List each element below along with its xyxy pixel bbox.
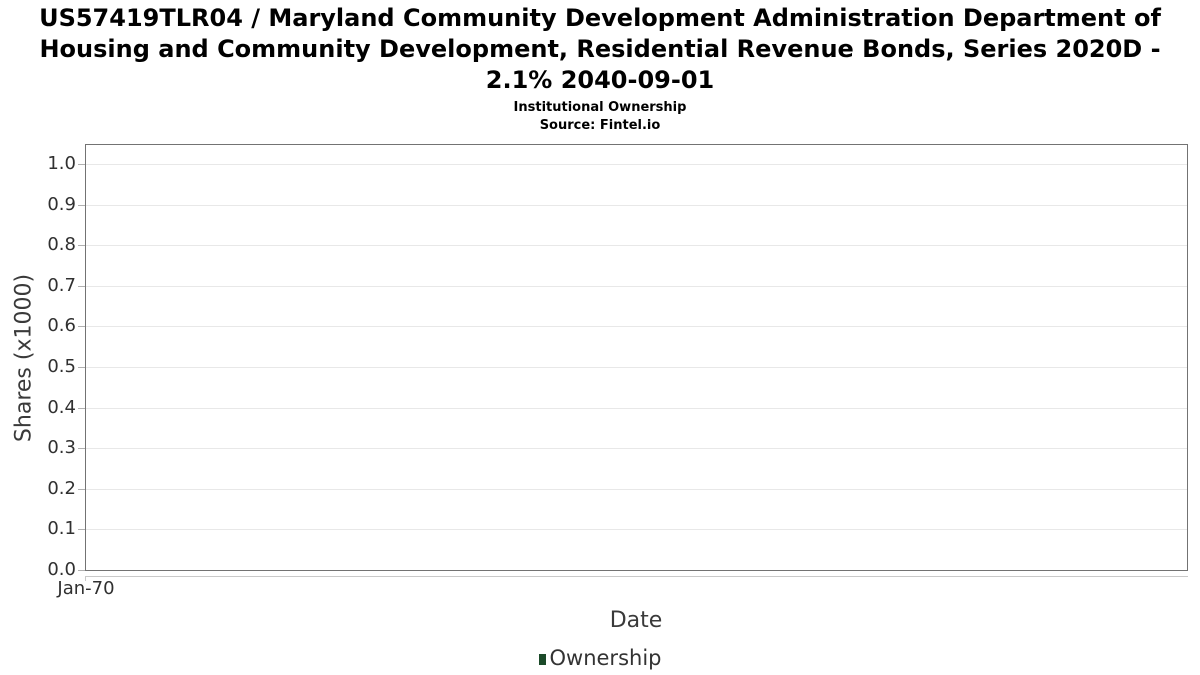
x-axis-line — [85, 576, 1188, 577]
y-tick-mark — [78, 245, 85, 246]
gridline — [86, 286, 1187, 287]
gridline — [86, 326, 1187, 327]
y-tick-label: 0.0 — [47, 559, 76, 580]
y-tick-label: 1.0 — [47, 153, 76, 174]
y-tick-mark — [78, 448, 85, 449]
gridline — [86, 164, 1187, 165]
gridline — [86, 529, 1187, 530]
y-tick-mark — [78, 489, 85, 490]
legend: Ownership — [0, 646, 1200, 670]
y-tick-mark — [78, 367, 85, 368]
plot-area — [85, 144, 1188, 571]
y-tick-label: 0.7 — [47, 275, 76, 296]
chart-title: US57419TLR04 / Maryland Community Develo… — [39, 4, 1161, 94]
y-tick-mark — [78, 529, 85, 530]
y-tick-mark — [78, 326, 85, 327]
y-tick-label: 0.6 — [47, 315, 76, 336]
chart-subtitle: Institutional Ownership — [513, 100, 687, 115]
y-tick-mark — [78, 286, 85, 287]
y-tick-label: 0.8 — [47, 234, 76, 255]
gridline — [86, 489, 1187, 490]
gridline — [86, 448, 1187, 449]
y-tick-label: 0.5 — [47, 356, 76, 377]
gridline — [86, 408, 1187, 409]
y-tick-label: 0.9 — [47, 194, 76, 215]
legend-marker-ownership — [538, 653, 546, 665]
y-tick-mark — [78, 408, 85, 409]
x-tick-mark — [85, 576, 86, 581]
y-tick-label: 0.2 — [47, 478, 76, 499]
gridline — [86, 205, 1187, 206]
x-tick-label: Jan-70 — [57, 578, 115, 599]
y-tick-label: 0.4 — [47, 397, 76, 418]
y-tick-mark — [78, 570, 85, 571]
gridline — [86, 367, 1187, 368]
chart-source: Source: Fintel.io — [539, 118, 661, 133]
gridline — [86, 245, 1187, 246]
x-axis-label: Date — [609, 608, 663, 633]
y-tick-mark — [78, 164, 85, 165]
legend-label-ownership: Ownership — [549, 646, 662, 670]
y-tick-mark — [78, 205, 85, 206]
y-tick-label: 0.3 — [47, 437, 76, 458]
y-tick-label: 0.1 — [47, 518, 76, 539]
